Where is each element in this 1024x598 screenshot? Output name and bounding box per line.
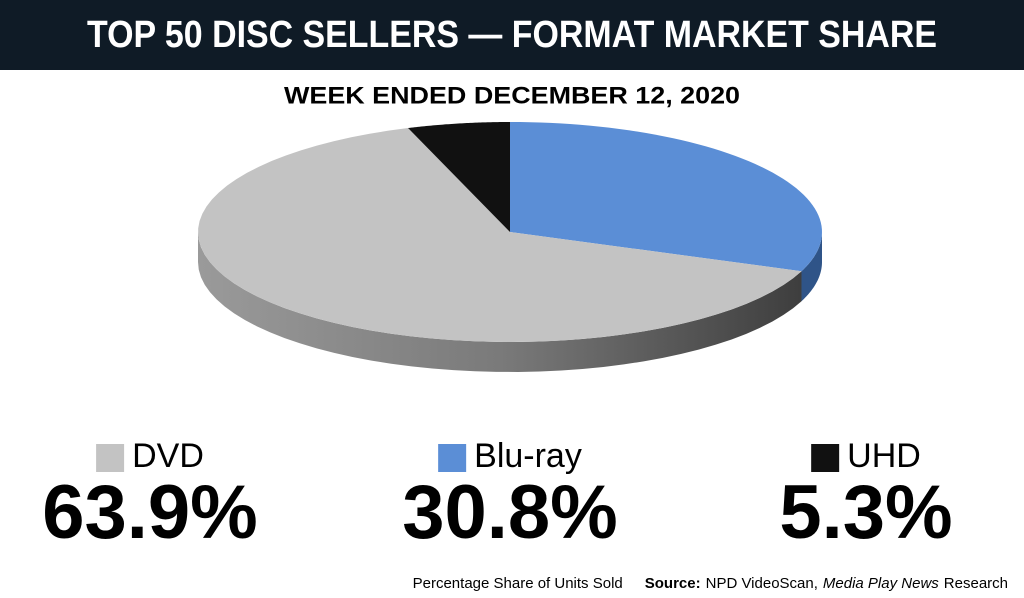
value-label: 63.9% bbox=[42, 470, 258, 555]
legend-swatch bbox=[96, 444, 125, 472]
slice bbox=[510, 122, 822, 272]
slice-side bbox=[198, 232, 802, 372]
legend-label: UHD bbox=[847, 437, 921, 475]
source-suffix: Research bbox=[944, 575, 1008, 592]
chart-title: TOP 50 DISC SELLERS — FORMAT MARKET SHAR… bbox=[87, 14, 937, 56]
legend-swatch bbox=[438, 444, 467, 472]
note: Percentage Share of Units Sold bbox=[413, 575, 623, 592]
pie bbox=[198, 122, 822, 372]
source-publication: Media Play News bbox=[823, 575, 939, 592]
chart-subtitle: WEEK ENDED DECEMBER 12, 2020 bbox=[284, 82, 740, 109]
legend-label: DVD bbox=[132, 437, 204, 475]
value-label: 5.3% bbox=[779, 470, 952, 555]
footer: Percentage Share of Units Sold Source: NPD… bbox=[413, 575, 1008, 592]
slice-side bbox=[801, 232, 822, 302]
slice bbox=[198, 128, 802, 342]
title-bar bbox=[0, 0, 1024, 70]
legend-label: Blu-ray bbox=[474, 437, 582, 475]
source-label: Source: bbox=[645, 575, 701, 592]
legend-swatch bbox=[811, 444, 840, 472]
slice bbox=[408, 122, 510, 232]
value-label: 30.8% bbox=[402, 470, 618, 555]
source-text: NPD VideoScan, bbox=[706, 575, 818, 592]
